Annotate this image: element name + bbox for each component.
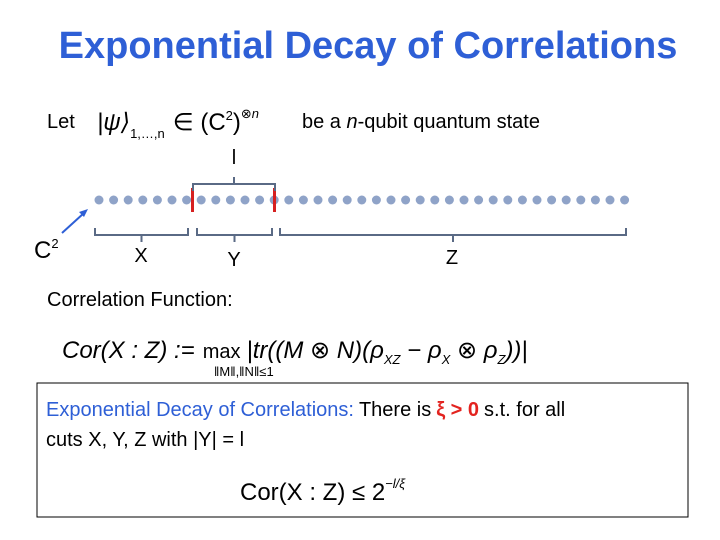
- slide-title: Exponential Decay of Correlations: [59, 25, 678, 67]
- c2-label: C2: [34, 236, 59, 264]
- cor-lhs: Cor(X : Z) :=: [62, 337, 195, 364]
- desc-n: n: [346, 111, 357, 133]
- qubit-dot: [255, 195, 265, 205]
- space-sup: 2: [226, 108, 233, 123]
- l-bracket: [192, 177, 276, 191]
- sub-z: Z: [496, 352, 506, 367]
- x-bracket: [94, 228, 189, 242]
- cut-right: [273, 188, 276, 212]
- c2: C: [34, 237, 51, 264]
- qubit-dot: [152, 195, 162, 205]
- qubit-dot: [474, 195, 484, 205]
- x-label: X: [134, 245, 147, 267]
- z-label: Z: [446, 247, 458, 269]
- qubit-dot: [328, 195, 338, 205]
- max-constraint: ‖M‖,‖N‖≤1: [214, 364, 274, 379]
- qubit-dot: [182, 195, 192, 205]
- z-bracket: [279, 228, 627, 242]
- qubit-dot: [590, 195, 600, 205]
- correlation-label: Correlation Function:: [47, 289, 233, 311]
- state-formula: |ψ⟩1,…,n ∈ (C2)⊗n: [97, 106, 259, 141]
- qubit-dot: [532, 195, 542, 205]
- state-description: be a n-qubit quantum state: [302, 111, 540, 133]
- qubit-dot: [196, 195, 206, 205]
- bound-formula: Cor(X : Z) ≤ 2−l/ξ: [240, 476, 406, 506]
- qubit-dot: [620, 195, 630, 205]
- y-bracket: [196, 228, 273, 242]
- qubit-dot: [342, 195, 352, 205]
- for-all: s.t. for all: [484, 399, 565, 421]
- cut-left: [191, 188, 194, 212]
- qubit-dot: [94, 195, 104, 205]
- c2-sup: 2: [51, 236, 58, 251]
- tensor-sup: ⊗n: [241, 106, 259, 121]
- sub-x: X: [441, 352, 452, 367]
- qubit-dot: [371, 195, 381, 205]
- space: ∈ (C: [173, 109, 226, 136]
- qubit-chain: [94, 177, 630, 242]
- there-is: There is: [359, 399, 431, 421]
- sub-xz: XZ: [383, 352, 402, 367]
- qubit-dot: [284, 195, 294, 205]
- xi-condition: ξ > 0: [436, 399, 479, 421]
- qubit-dot: [240, 195, 250, 205]
- cor-body: |tr((M ⊗ N)(ρ: [246, 337, 384, 364]
- qubit-dot: [386, 195, 396, 205]
- qubit-dot: [517, 195, 527, 205]
- desc-after: -qubit quantum state: [358, 111, 540, 133]
- let-word: Let: [47, 111, 75, 133]
- arrow-head: [79, 209, 88, 217]
- qubit-dot: [459, 195, 469, 205]
- space-close: ): [233, 109, 241, 136]
- arrow: [61, 212, 85, 234]
- qubit-dot: [415, 195, 425, 205]
- qubit-dot: [211, 195, 221, 205]
- correlation-formula: Cor(X : Z) := max |tr((M ⊗ N)(ρXZ − ρX ⊗ ρ…: [62, 337, 528, 367]
- qubit-dot: [430, 195, 440, 205]
- qubit-dot: [488, 195, 498, 205]
- l-label: l: [232, 147, 236, 169]
- qubit-dot: [123, 195, 133, 205]
- qubit-dot: [576, 195, 586, 205]
- qubit-dot: [547, 195, 557, 205]
- qubit-dot: [561, 195, 571, 205]
- bound-lhs: Cor(X : Z) ≤ 2: [240, 479, 385, 506]
- theorem-box: [36, 382, 689, 518]
- qubit-dot: [313, 195, 323, 205]
- ket-sub: 1,…,n: [130, 126, 165, 141]
- theorem-name: Exponential Decay of Correlations:: [46, 399, 354, 421]
- qubit-dot: [167, 195, 177, 205]
- minus: − ρ: [401, 337, 442, 364]
- close: ))|: [502, 337, 527, 364]
- qubit-dot: [109, 195, 119, 205]
- max: max: [203, 341, 241, 363]
- qubit-dot: [444, 195, 454, 205]
- qubit-dot: [298, 195, 308, 205]
- desc-before: be a: [302, 111, 346, 133]
- qubit-dot: [225, 195, 235, 205]
- theorem-line-1: Exponential Decay of Correlations: There …: [46, 399, 565, 421]
- qubit-dot: [138, 195, 148, 205]
- qubit-dot: [605, 195, 615, 205]
- tensor: ⊗ ρ: [450, 337, 497, 364]
- qubit-dot: [357, 195, 367, 205]
- qubit-dot: [401, 195, 411, 205]
- qubit-dot: [503, 195, 513, 205]
- ket: |ψ⟩: [97, 109, 130, 136]
- y-label: Y: [227, 249, 240, 271]
- bound-exp: −l/ξ: [385, 476, 406, 491]
- theorem-line-2: cuts X, Y, Z with |Y| = l: [46, 429, 244, 451]
